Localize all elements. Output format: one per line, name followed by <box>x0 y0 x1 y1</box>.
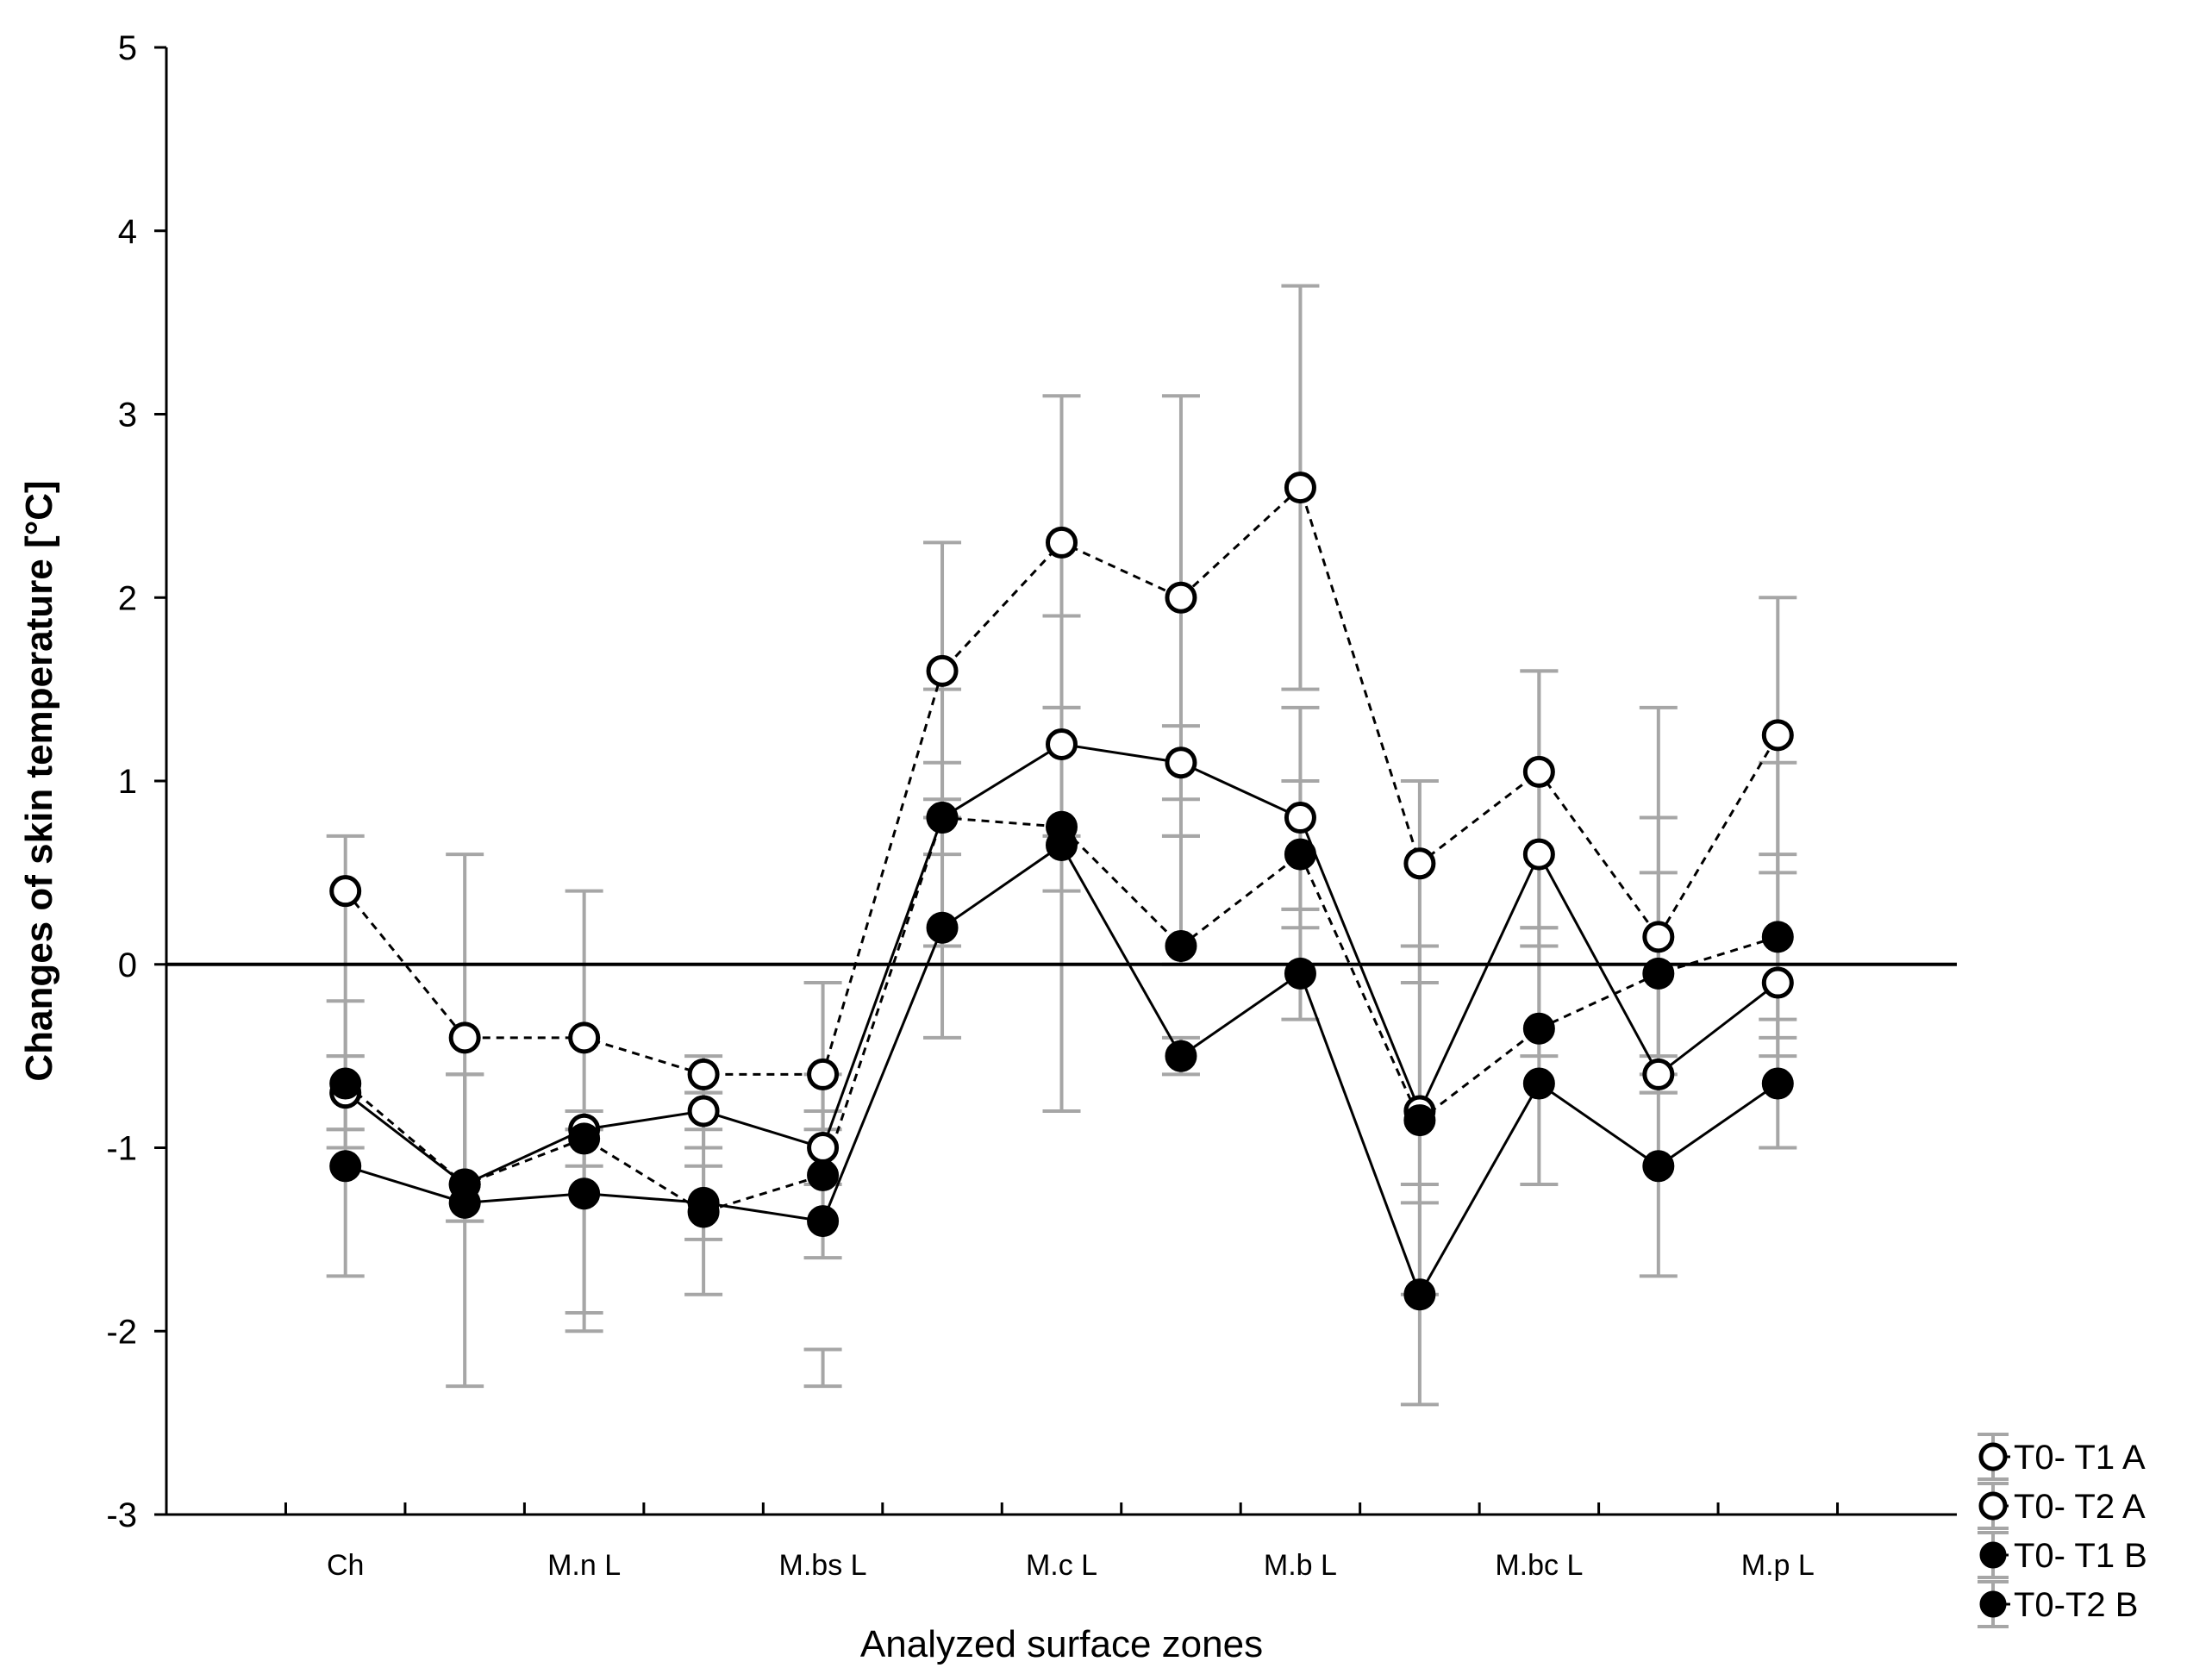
data-point <box>1642 957 1675 990</box>
data-point <box>807 1159 840 1191</box>
y-tick-label: -1 <box>106 1130 137 1168</box>
data-point <box>1046 526 1078 559</box>
data-point <box>568 1177 601 1210</box>
data-point <box>1761 921 1794 953</box>
series-markers <box>329 472 1794 1311</box>
data-point <box>1284 838 1316 871</box>
legend-label: T0-T2 B <box>2014 1586 2138 1624</box>
data-point <box>1046 728 1078 760</box>
legend-label: T0- T2 A <box>2014 1488 2146 1526</box>
data-point <box>1284 472 1316 504</box>
y-tick-label: 3 <box>118 397 137 434</box>
y-tick-label: 1 <box>118 763 137 801</box>
y-tick-label: 5 <box>118 29 137 67</box>
y-tick-label: 2 <box>118 579 137 617</box>
x-category-label: M.n L <box>547 1549 621 1582</box>
x-category-label: M.bs L <box>779 1549 867 1582</box>
y-tick-label: 0 <box>118 946 137 984</box>
x-category-label: M.b L <box>1264 1549 1337 1582</box>
data-point <box>1403 847 1436 880</box>
legend-item-3: T0- T1 B <box>1978 1531 2147 1579</box>
legend-item-2: T0- T2 A <box>1978 1482 2146 1530</box>
data-point <box>926 911 959 944</box>
data-point <box>1284 957 1316 990</box>
data-point <box>687 1058 720 1090</box>
data-point <box>1642 1058 1675 1090</box>
data-point <box>687 1095 720 1127</box>
data-point <box>807 1058 840 1090</box>
data-point <box>329 875 362 908</box>
data-point <box>687 1186 720 1219</box>
legend-marker-icon <box>1979 1590 2007 1618</box>
data-point <box>329 1150 362 1183</box>
x-category-label: M.bc L <box>1495 1549 1583 1582</box>
data-point <box>1165 1040 1197 1072</box>
data-point <box>1522 1067 1555 1100</box>
data-point <box>1761 1067 1794 1100</box>
legend-marker-icon <box>1979 1541 2007 1569</box>
data-point <box>1642 921 1675 953</box>
data-point <box>1403 1104 1436 1137</box>
y-axis-title: Changes of skin temperature [°C] <box>18 480 60 1081</box>
data-point <box>1403 1278 1436 1311</box>
x-axis-title: Analyzed surface zones <box>860 1623 1263 1665</box>
x-category-label: Ch <box>327 1549 364 1582</box>
data-point <box>926 802 959 834</box>
data-point <box>1761 719 1794 752</box>
legend-marker-icon <box>1978 1442 2008 1471</box>
data-point <box>807 1132 840 1164</box>
data-point <box>448 1186 481 1219</box>
data-point <box>1522 755 1555 788</box>
legend-marker-icon <box>1978 1491 2008 1521</box>
y-tick-label: 4 <box>118 213 137 251</box>
data-point <box>926 654 959 687</box>
data-point <box>448 1021 481 1054</box>
data-point <box>329 1067 362 1100</box>
data-point <box>1642 1150 1675 1183</box>
data-point <box>1522 838 1555 871</box>
x-category-label: M.p L <box>1741 1549 1815 1582</box>
data-point <box>807 1205 840 1238</box>
data-point <box>1522 1012 1555 1045</box>
data-point <box>1761 966 1794 999</box>
x-category-label: M.c L <box>1026 1549 1097 1582</box>
data-point <box>568 1122 601 1155</box>
axes: -3 -2 -1 0 1 2 3 4 5 Ch M.n L M.bs L M.c L M.b L M.bc … <box>106 29 1957 1582</box>
data-point <box>1165 746 1197 779</box>
data-point <box>1046 828 1078 861</box>
data-point <box>1165 581 1197 614</box>
legend-item-1: T0- T1 A <box>1978 1433 2146 1481</box>
legend-label: T0- T1 A <box>2014 1439 2146 1477</box>
data-point <box>568 1021 601 1054</box>
y-tick-label: -2 <box>106 1313 137 1351</box>
legend-label: T0- T1 B <box>2014 1537 2147 1575</box>
data-point <box>1165 929 1197 962</box>
data-point <box>1284 802 1316 834</box>
y-tick-label: -3 <box>106 1496 137 1534</box>
legend-item-4: T0-T2 B <box>1978 1580 2138 1628</box>
legend: T0- T1 A T0- T2 A T0- T1 B T0-T2 B <box>1978 1433 2147 1628</box>
